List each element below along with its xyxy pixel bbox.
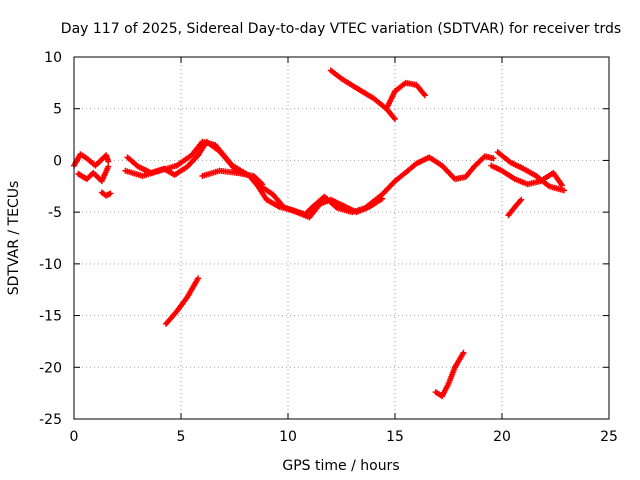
series-trace-segment [99, 165, 111, 183]
data-point [195, 275, 202, 282]
series-trace-segment [472, 154, 487, 169]
series-trace-segment [490, 163, 504, 173]
y-tick-label: -25 [39, 412, 62, 428]
data-point [107, 190, 114, 197]
series-trace-segment [434, 390, 444, 399]
x-axis-label: GPS time / hours [282, 458, 399, 474]
series-trace-segment [256, 184, 269, 202]
series-trace-segment [415, 155, 431, 166]
data-point [105, 158, 112, 165]
series-trace-segment [355, 85, 376, 101]
x-tick-label: 10 [279, 429, 297, 445]
data-point [518, 196, 525, 203]
series-trace-segment [185, 153, 200, 169]
series-trace-segment [100, 190, 108, 198]
series-trace-segment [534, 174, 551, 189]
series-trace-segment [427, 155, 444, 168]
plot-frame [73, 56, 610, 420]
x-tick-label: 0 [70, 429, 79, 445]
series-trace-segment [414, 83, 427, 97]
series-trace-segment [384, 89, 398, 110]
series-trace-segment [271, 192, 286, 209]
chart-title: Day 117 of 2025, Sidereal Day-to-day VTE… [61, 21, 621, 37]
series-trace-segment [393, 81, 408, 93]
y-tick-label: 10 [44, 50, 62, 66]
series-trace-segment [252, 174, 264, 186]
series-track-3 [124, 138, 386, 221]
series-trace-segment [205, 139, 221, 153]
data-point [392, 116, 398, 123]
x-tick-label: 25 [600, 429, 618, 445]
series-trace-segment [175, 153, 194, 168]
series-trace-segment [463, 165, 476, 179]
series-trace-segment [440, 163, 457, 181]
y-tick-label: -20 [39, 360, 62, 376]
y-tick-label: -10 [39, 257, 62, 273]
series-track-10 [163, 275, 202, 327]
series-track-6 [494, 149, 568, 194]
series-trace-segment [452, 351, 466, 369]
series-trace-segment [406, 161, 418, 173]
series-trace-segment [393, 168, 410, 183]
series-trace-segment [217, 149, 237, 171]
series-trace-segment [260, 185, 275, 197]
data-point [379, 195, 386, 202]
series-trace-segment [342, 203, 358, 215]
series-trace-segment [174, 295, 190, 313]
series-track-small-1 [98, 189, 114, 199]
data-point [421, 92, 428, 99]
series-track-5 [488, 162, 565, 189]
series-trace-segment [125, 155, 140, 169]
y-axis-label: SDTVAR / TECUs [6, 181, 22, 296]
series-trace-segment [104, 191, 112, 198]
series-trace-segment [509, 160, 525, 171]
data-point [259, 181, 266, 188]
series-trace-segment [384, 107, 397, 121]
series-trace-segment [329, 197, 346, 209]
series-trace-segment [380, 179, 397, 197]
x-tick-label: 20 [493, 429, 511, 445]
series-trace-segment [162, 166, 177, 178]
series-trace-segment [367, 196, 384, 209]
series-trace-segment [439, 382, 451, 398]
series-track-11 [432, 349, 467, 400]
series-trace-segment [522, 166, 538, 179]
data-point [561, 187, 568, 194]
series-trace-segment [506, 205, 517, 217]
series-trace-segment [103, 153, 111, 163]
series-trace-segment [496, 150, 513, 165]
series-trace-segment [189, 140, 205, 157]
x-tick-label: 5 [177, 429, 186, 445]
series-track-7 [505, 196, 525, 219]
y-tick-label: 0 [53, 153, 62, 169]
y-tick-label: 5 [53, 102, 62, 118]
series-trace-segment [79, 152, 89, 161]
series-trace-segment [513, 198, 523, 209]
series-trace-segment [303, 204, 316, 216]
series-trace-segment [173, 164, 189, 177]
y-tick-label: -5 [48, 205, 62, 221]
y-tick-label: -15 [39, 309, 62, 325]
series-trace-segment [307, 202, 322, 219]
series-track-main-lower [75, 163, 112, 185]
series-trace-segment [329, 68, 343, 81]
series-trace-segment [340, 76, 358, 90]
data-point [105, 163, 112, 170]
x-tick-label: 15 [386, 429, 404, 445]
series-trace-segment [500, 168, 517, 182]
series-trace-segment [185, 277, 201, 299]
series-track-4 [199, 167, 266, 188]
series-trace-segment [551, 171, 564, 187]
data-marks [71, 67, 568, 400]
data-point [460, 349, 467, 356]
series-trace-segment [164, 309, 179, 326]
series-trace-segment [265, 197, 281, 210]
data-point [490, 155, 497, 162]
series-trace-segment [136, 164, 153, 176]
series-track-9 [383, 79, 428, 112]
